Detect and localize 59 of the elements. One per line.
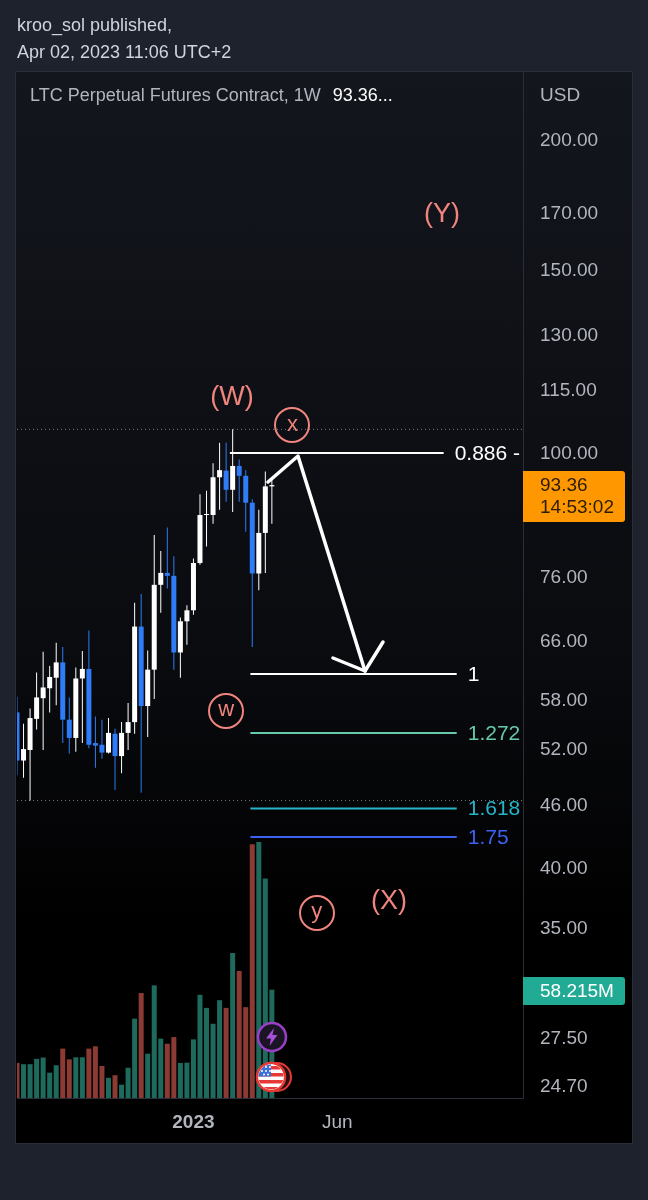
bar: [79, 1057, 85, 1098]
y-tick-label: 200.00: [540, 128, 599, 150]
bar: [105, 1077, 111, 1098]
y-tick-label: 46.00: [540, 793, 588, 815]
bar: [21, 1064, 27, 1098]
circle-outline: x: [274, 407, 311, 444]
candlestick: [164, 527, 170, 589]
bar: [86, 1048, 92, 1098]
bar: [112, 1075, 118, 1098]
y-tick-label: 150.00: [540, 258, 599, 280]
annotation: (Y): [424, 197, 460, 228]
circle-outline: w: [208, 692, 245, 729]
bar: [73, 1057, 79, 1098]
y-tick-label: 27.50: [540, 1026, 588, 1048]
y-tick-label: 170.00: [540, 202, 599, 224]
candlestick: [204, 490, 210, 547]
y-tick-label: 100.00: [540, 442, 599, 464]
annotation: x: [286, 410, 298, 436]
annotation: w: [218, 696, 235, 722]
y-tick-label: 40.00: [540, 856, 588, 878]
text: LTC Perpetual Futures Contract, 1W: [30, 85, 321, 105]
y-tick-label: 115.00: [540, 379, 597, 401]
y-tick-label: 66.00: [540, 630, 588, 652]
annotation: y: [311, 898, 323, 924]
y-tick-label: 24.70: [540, 1075, 588, 1097]
y-tick-label: 52.00: [540, 738, 588, 760]
bar: [138, 993, 144, 1098]
text: 93.36: [540, 474, 589, 497]
bar: [223, 1007, 229, 1098]
series-label: 1.75: [467, 824, 509, 848]
y-tick-label: 76.00: [540, 566, 588, 588]
circle-outline: y: [298, 894, 335, 931]
series-label: 1.272: [467, 720, 521, 744]
text: kroo_sol published,: [17, 14, 173, 36]
bar: [66, 1059, 72, 1098]
y-tick-label: 130.00: [540, 323, 599, 345]
text: 14:53:02: [540, 496, 615, 519]
bar: [53, 1065, 59, 1098]
series-label: 0.886 -: [454, 440, 521, 464]
x-tick-label: 2023: [172, 1110, 215, 1132]
bar: [204, 1007, 210, 1098]
y-axis-title: USD: [540, 84, 581, 105]
series-label: 1.618: [467, 796, 521, 820]
candlestick: [79, 651, 85, 744]
candlestick: [217, 442, 223, 510]
bar: [145, 1053, 151, 1098]
x-tick-label: Jun: [321, 1110, 353, 1132]
y-tick-label: 35.00: [540, 917, 588, 939]
annotation: (W): [210, 380, 254, 411]
bar: [249, 844, 255, 1098]
y-tick-label: 58.00: [540, 688, 588, 710]
text: 58.215M: [523, 976, 625, 1005]
text: Apr 02, 2023 11:06 UTC+2: [17, 41, 232, 63]
series-label: 1: [467, 661, 480, 685]
text: 93.36...: [332, 85, 393, 105]
bar: [119, 1084, 125, 1098]
bar: [230, 953, 236, 1098]
annotation: (X): [371, 884, 407, 915]
bar: [60, 1048, 66, 1098]
